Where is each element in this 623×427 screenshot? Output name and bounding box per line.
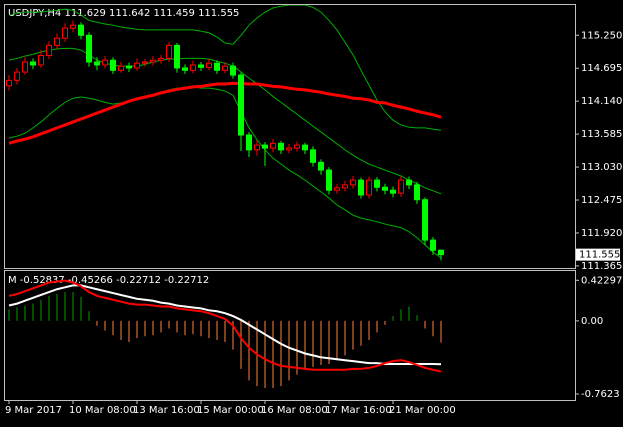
indicator-line [8,86,442,259]
candle-body [150,59,156,63]
candle-body [406,179,412,186]
candle-body [438,249,444,256]
candle-body [30,61,36,66]
candle-body [46,44,52,56]
indicator-line [8,5,442,131]
candle-body [22,61,28,73]
indicator-line [8,81,442,145]
y-tick-label: 111.365 [581,261,622,272]
price-label: 111.555 [579,250,620,261]
candle-body [6,79,12,87]
candle-body [302,144,308,151]
candle-body [270,142,276,149]
candle-body [286,147,292,151]
candle-body [158,57,164,61]
candle-body [342,184,348,189]
candle-body [94,61,100,66]
y-tick-label: 112.475 [581,195,622,206]
y-tick-label: 111.920 [581,228,622,239]
macd-line [8,279,442,373]
candle-body [62,27,68,39]
candle-body [190,64,196,71]
candle-body [222,65,228,71]
candle-body [246,134,252,151]
candle-body [358,179,364,196]
candle-body [118,65,124,71]
chart-title: USDJPY,H4 111.629 111.642 111.459 111.55… [8,8,239,19]
candle-body [102,59,108,66]
candle-body [294,144,300,149]
candle-body [70,24,76,29]
candle-body [350,179,356,186]
candle-body [110,59,116,71]
candle-body [398,179,404,194]
x-tick-label: 16 Mar 08:00 [261,405,328,416]
x-tick-label: 9 Mar 2017 [5,405,62,416]
candle-body [206,62,212,68]
candle-body [14,71,20,81]
candle-body [126,65,132,69]
macd-title: M -0.52837 -0.45266 -0.22712 -0.22712 [8,275,209,286]
candle-body [182,67,188,71]
y-tick-label: 0.42297 [581,275,622,286]
y-tick-label: 0.00 [581,316,603,327]
candle-body [310,149,316,163]
candle-body [134,62,140,69]
candle-body [390,189,396,194]
y-tick-label: 113.030 [581,162,622,173]
plot-area [6,5,444,261]
candle-body [278,142,284,151]
y-tick-label: 114.140 [581,96,622,107]
candle-body [254,144,260,151]
candle-body [238,74,244,136]
candle-body [326,169,332,191]
candle-body [54,37,60,46]
candle-body [430,239,436,251]
candle-body [78,24,84,36]
candle-body [214,62,220,71]
candle-body [382,186,388,191]
x-tick-label: 21 Mar 00:00 [389,405,456,416]
candle-body [334,187,340,191]
candle-body [318,161,324,171]
plot-area [8,279,442,389]
candle-body [86,34,92,63]
candle-body [198,64,204,68]
candle-body [230,65,236,76]
candle-body [414,184,420,201]
candle-body [142,61,148,64]
y-tick-label: 114.695 [581,63,622,74]
y-tick-label: 115.250 [581,30,622,41]
main-panel [4,4,576,269]
price-box [576,248,620,261]
macd-panel [4,270,576,401]
x-tick-label: 17 Mar 16:00 [325,405,392,416]
x-tick-label: 15 Mar 00:00 [197,405,264,416]
candle-body [366,179,372,196]
x-tick-label: 10 Mar 08:00 [69,405,136,416]
candle-body [422,199,428,241]
y-tick-label: 113.585 [581,129,622,140]
x-tick-label: 13 Mar 16:00 [133,405,200,416]
candle-body [38,54,44,66]
candle-body [166,44,172,59]
candle-body [174,44,180,69]
candle-body [262,144,268,149]
candle-body [374,179,380,188]
y-tick-label: -0.7623 [581,389,620,400]
